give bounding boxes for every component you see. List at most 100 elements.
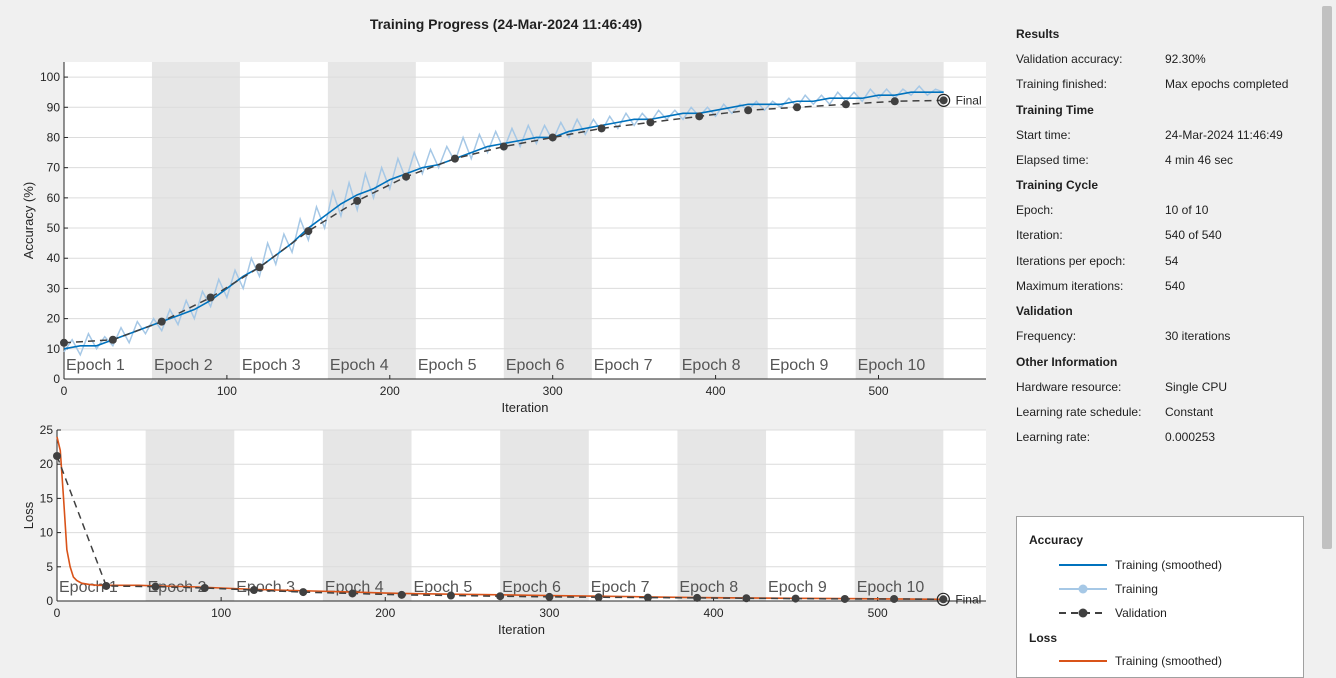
epoch-band — [677, 430, 767, 601]
epoch-band — [500, 430, 589, 601]
validation-point — [446, 591, 455, 600]
info-key: Frequency: — [1016, 329, 1077, 344]
epoch-band — [679, 62, 768, 379]
scrollbar-thumb[interactable] — [1322, 6, 1332, 549]
legend-loss-swatch — [1059, 660, 1107, 662]
info-value: 540 — [1165, 279, 1186, 294]
y-tick-label: 10 — [47, 342, 61, 356]
info-row: Frequency: 30 iterations — [1016, 324, 1316, 349]
info-key: Hardware resource: — [1016, 379, 1122, 394]
legend-validation-swatch — [1059, 608, 1107, 618]
y-tick-label: 30 — [47, 281, 61, 295]
epoch-label: Epoch 10 — [857, 579, 925, 596]
info-value: 24-Mar-2024 11:46:49 — [1165, 127, 1283, 142]
validation-point — [450, 154, 459, 163]
epoch-band — [327, 62, 416, 379]
legend-loss-title: Loss — [1029, 631, 1058, 645]
final-label: Final — [956, 93, 982, 107]
y-tick-label: 50 — [47, 221, 61, 235]
info-value: Max epochs completed — [1165, 77, 1289, 92]
epoch-label: Epoch 5 — [414, 579, 473, 596]
legend-validation: Validation — [1115, 606, 1167, 620]
validation-point — [102, 581, 111, 590]
x-tick-label: 500 — [868, 384, 888, 398]
final-marker — [937, 93, 951, 107]
validation-point — [791, 594, 800, 603]
validation-point — [744, 106, 753, 115]
validation-point — [597, 124, 606, 133]
epoch-band — [151, 62, 240, 379]
legend-loss-smoothed: Training (smoothed) — [1115, 654, 1222, 668]
training-charts: Epoch 1 Epoch 2 Epoch 3 Epoch 4 Epoch 5 Epoch… — [21, 62, 986, 637]
epoch-label: Epoch 2 — [154, 357, 213, 374]
final-label: Final — [955, 592, 981, 606]
info-row: Learning rate schedule: Constant — [1016, 400, 1316, 425]
epoch-band — [503, 62, 592, 379]
final-marker-dot — [940, 96, 948, 104]
validation-point — [840, 594, 849, 603]
y-tick-label: 80 — [47, 130, 61, 144]
section-title: Training Time — [1016, 102, 1094, 117]
x-tick-label: 200 — [375, 606, 395, 620]
info-row: Iterations per epoch: 54 — [1016, 249, 1316, 274]
epoch-band — [855, 62, 944, 379]
validation-point — [249, 586, 258, 595]
info-row: Validation accuracy: 92.30% — [1016, 47, 1316, 72]
section-title: Validation — [1016, 304, 1073, 319]
x-tick-label: 300 — [539, 606, 559, 620]
legend-training-swatch — [1059, 584, 1107, 594]
epoch-band — [854, 430, 944, 601]
y-tick-label: 20 — [47, 312, 61, 326]
epoch-label: Epoch 7 — [594, 357, 653, 374]
legend: Accuracy Training (smoothed) Training Va… — [1016, 516, 1304, 678]
epoch-label: Epoch 1 — [66, 357, 125, 374]
epoch-label: Epoch 6 — [506, 357, 565, 374]
epoch-label: Epoch 6 — [502, 579, 561, 596]
validation-point — [151, 582, 160, 591]
y-tick-label: 20 — [40, 457, 54, 471]
x-tick-label: 100 — [217, 384, 237, 398]
validation-point — [742, 594, 751, 603]
x-tick-label: 200 — [380, 384, 400, 398]
epoch-label: Epoch 1 — [59, 579, 118, 596]
info-row: Iteration: 540 of 540 — [1016, 223, 1316, 248]
epoch-label: Epoch 9 — [770, 357, 829, 374]
x-tick-label: 400 — [704, 606, 724, 620]
validation-point — [890, 594, 899, 603]
info-row: Hardware resource: Single CPU — [1016, 375, 1316, 400]
y-tick-label: 100 — [40, 70, 60, 84]
info-value: 30 iterations — [1165, 329, 1231, 344]
validation-point — [53, 451, 61, 460]
validation-point — [890, 97, 899, 106]
info-row: Training finished: Max epochs completed — [1016, 72, 1316, 97]
y-tick-label: 10 — [40, 526, 54, 540]
validation-point — [594, 593, 603, 602]
x-tick-label: 100 — [211, 606, 231, 620]
epoch-label: Epoch 10 — [858, 357, 926, 374]
legend-smoothed: Training (smoothed) — [1115, 558, 1222, 572]
info-value: 54 — [1165, 253, 1179, 268]
validation-point — [304, 227, 313, 236]
validation-point — [353, 196, 362, 205]
validation-point — [200, 584, 209, 593]
info-value: 540 of 540 — [1165, 228, 1222, 243]
section-title: Other Information — [1016, 354, 1118, 369]
validation-point — [60, 338, 68, 347]
validation-point — [206, 293, 215, 302]
epoch-label: Epoch 5 — [418, 357, 477, 374]
info-key: Iteration: — [1016, 228, 1063, 243]
info-key: Elapsed time: — [1016, 152, 1089, 167]
info-key: Maximum iterations: — [1016, 279, 1124, 294]
x-tick-label: 0 — [54, 606, 61, 620]
y-tick-label: 90 — [47, 100, 61, 114]
info-value: 10 of 10 — [1165, 203, 1209, 218]
validation-point — [299, 588, 308, 597]
section-title: Training Cycle — [1016, 178, 1099, 193]
validation-point — [695, 112, 704, 121]
y-tick-label: 25 — [40, 423, 54, 437]
y-tick-label: 5 — [46, 560, 53, 574]
validation-point — [793, 103, 802, 112]
chart-title: Training Progress (24-Mar-2024 11:46:49) — [369, 16, 643, 32]
y-tick-label: 60 — [47, 191, 61, 205]
x-axis-label: Iteration — [498, 622, 545, 637]
